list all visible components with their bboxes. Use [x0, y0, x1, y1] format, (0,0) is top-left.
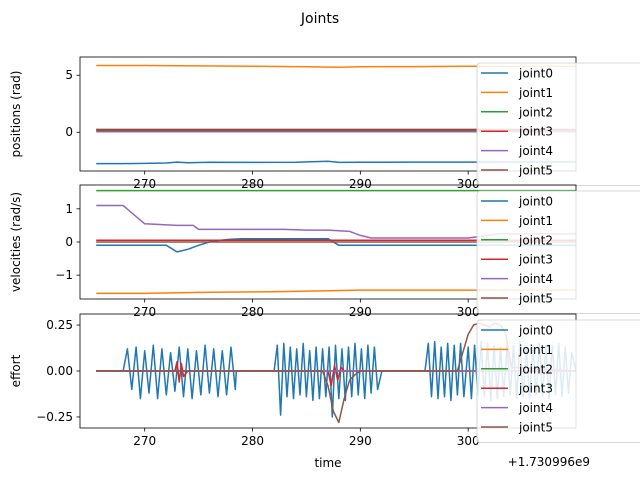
y-axis-label: effort — [9, 354, 23, 387]
legend-label-joint4: joint4 — [518, 401, 553, 415]
x-tick-label: 300 — [457, 434, 480, 448]
x-tick-label: 290 — [349, 177, 372, 191]
y-axis-label: positions (rad) — [9, 71, 23, 158]
legend-label-joint3: joint3 — [518, 382, 553, 396]
x-tick-label: 300 — [457, 305, 480, 319]
legend-label-joint0: joint0 — [518, 324, 553, 338]
x-tick-label: 270 — [133, 434, 156, 448]
legend-label-joint1: joint1 — [518, 214, 553, 228]
legend-label-joint5: joint5 — [518, 292, 553, 306]
legend-box — [476, 62, 640, 186]
series-line-joint0 — [96, 160, 576, 165]
legend-label-joint0: joint0 — [518, 67, 553, 81]
legend-label-joint4: joint4 — [518, 272, 553, 286]
legend-label-joint3: joint3 — [518, 125, 553, 139]
y-tick-label: 0 — [65, 125, 73, 139]
y-tick-label: 5 — [65, 68, 73, 82]
legend-label-joint4: joint4 — [518, 144, 553, 158]
y-axis-label: velocities (rad/s) — [9, 192, 23, 292]
x-tick-label: 280 — [241, 305, 264, 319]
legend-label-joint2: joint2 — [518, 233, 553, 247]
legend-label-joint2: joint2 — [518, 105, 553, 119]
x-tick-label: 300 — [457, 177, 480, 191]
y-tick-label: −0.25 — [36, 410, 73, 424]
series-line-joint0 — [96, 237, 576, 253]
x-tick-label: 280 — [241, 434, 264, 448]
x-offset-label: +1.730996e9 — [508, 455, 590, 469]
y-tick-label: 0 — [65, 235, 73, 249]
legend-box — [476, 319, 640, 443]
y-tick-label: 0.00 — [46, 364, 73, 378]
legend-0: joint0 joint1 joint2 joint3 joint4 joint5 — [476, 62, 640, 186]
x-tick-label: 280 — [241, 177, 264, 191]
legend-box — [476, 190, 640, 314]
legend-label-joint1: joint1 — [518, 86, 553, 100]
legend-label-joint1: joint1 — [518, 343, 553, 357]
series-line-joint1 — [96, 289, 576, 295]
x-tick-label: 290 — [349, 434, 372, 448]
x-tick-label: 290 — [349, 305, 372, 319]
legend-label-joint3: joint3 — [518, 253, 553, 267]
legend-2: joint0 joint1 joint2 joint3 joint4 joint5 — [476, 319, 640, 443]
subplot-1: 270 280 290 300 −1 0 1 velocities (rad/s) joint0… — [9, 184, 640, 319]
y-tick-label: 1 — [65, 202, 73, 216]
subplot-2: 270 280 290 300−0.250.000.25effortjoint0joi… — [9, 313, 640, 448]
x-axis-label: time — [314, 456, 341, 470]
x-tick-label: 270 — [133, 177, 156, 191]
legend-label-joint5: joint5 — [518, 421, 553, 435]
y-tick-label: −1 — [55, 268, 73, 282]
x-tick-label: 270 — [133, 305, 156, 319]
y-tick-label: 0.25 — [46, 318, 73, 332]
legend-label-joint2: joint2 — [518, 362, 553, 376]
figure-title: Joints — [300, 11, 339, 27]
legend-1: joint0 joint1 joint2 joint3 joint4 joint5 — [476, 190, 640, 314]
legend-label-joint0: joint0 — [518, 195, 553, 209]
legend-label-joint5: joint5 — [518, 164, 553, 178]
